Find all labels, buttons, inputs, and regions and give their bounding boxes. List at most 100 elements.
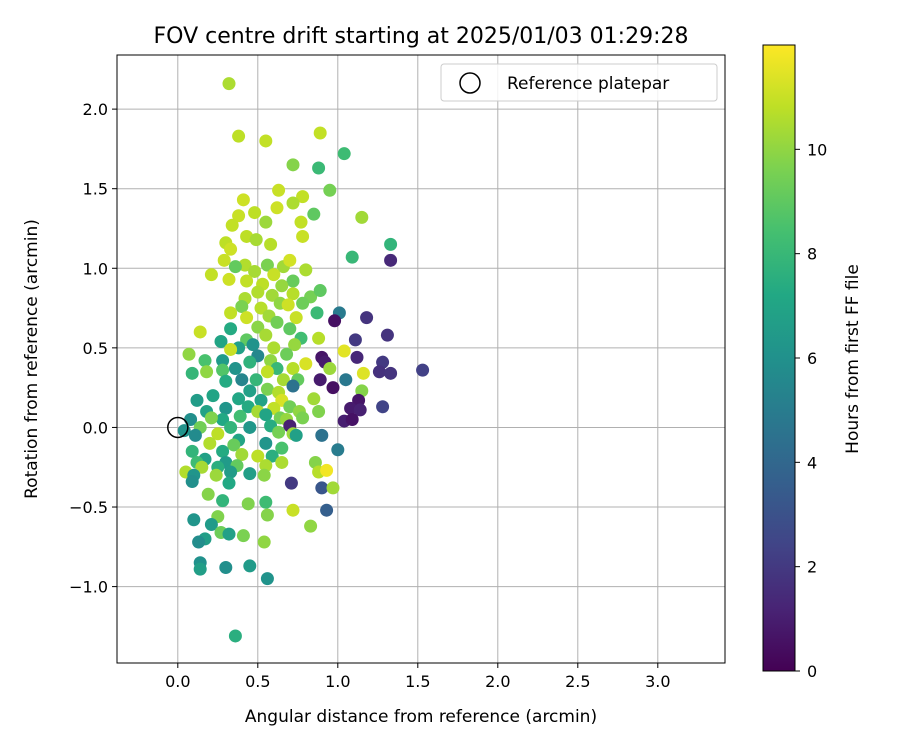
- data-point: [235, 299, 249, 313]
- data-point: [236, 193, 250, 207]
- data-point: [228, 629, 242, 643]
- data-point: [353, 403, 367, 417]
- data-point: [240, 311, 254, 325]
- data-point: [222, 527, 236, 541]
- data-point: [283, 322, 297, 336]
- data-point: [272, 183, 286, 197]
- data-point: [222, 476, 236, 490]
- data-point: [201, 487, 215, 501]
- data-point: [224, 420, 238, 434]
- data-point: [267, 341, 281, 355]
- data-point: [296, 229, 310, 243]
- data-point: [260, 382, 274, 396]
- data-point: [286, 287, 300, 301]
- data-point: [185, 475, 199, 489]
- data-point: [304, 519, 318, 533]
- data-point: [315, 481, 329, 495]
- data-point: [337, 344, 351, 358]
- data-point: [270, 201, 284, 215]
- legend-label: Reference platepar: [507, 74, 669, 94]
- y-tick-label: −1.0: [69, 578, 108, 597]
- y-tick-label: 1.5: [83, 180, 108, 199]
- colorbar-label: Hours from first FF file: [843, 264, 863, 454]
- colorbar-tick-label: 0: [807, 662, 817, 681]
- colorbar-tick-label: 4: [807, 453, 817, 472]
- colorbar-tick-label: 8: [807, 245, 817, 264]
- data-point: [270, 315, 284, 329]
- data-point: [328, 314, 342, 328]
- data-point: [216, 412, 230, 426]
- data-point: [384, 237, 398, 251]
- data-point: [193, 562, 207, 576]
- data-point: [286, 158, 300, 172]
- data-point: [222, 77, 236, 91]
- data-point: [216, 354, 230, 368]
- data-point: [356, 366, 370, 380]
- data-point: [315, 428, 329, 442]
- data-point: [260, 258, 274, 272]
- data-points: [177, 77, 430, 643]
- data-point: [228, 362, 242, 376]
- data-point: [219, 401, 233, 415]
- data-point: [294, 215, 308, 229]
- data-point: [248, 206, 262, 220]
- data-point: [243, 559, 257, 573]
- data-point: [240, 274, 254, 288]
- data-point: [276, 373, 290, 387]
- x-tick-label: 1.5: [405, 672, 430, 691]
- data-point: [203, 436, 217, 450]
- data-point: [249, 233, 263, 247]
- data-point: [241, 400, 255, 414]
- data-point: [241, 497, 255, 511]
- data-point: [260, 572, 274, 586]
- data-point: [251, 320, 265, 334]
- data-point: [192, 535, 206, 549]
- data-point: [313, 373, 327, 387]
- data-point: [243, 384, 257, 398]
- data-point: [224, 306, 238, 320]
- x-axis-label: Angular distance from reference (arcmin): [245, 707, 597, 727]
- data-point: [331, 443, 345, 457]
- data-point: [216, 444, 230, 458]
- data-point: [312, 405, 326, 419]
- data-point: [217, 253, 231, 267]
- data-point: [264, 237, 278, 251]
- data-point: [204, 518, 218, 532]
- data-point: [251, 449, 265, 463]
- chart-title: FOV centre drift starting at 2025/01/03 …: [154, 24, 689, 49]
- data-point: [286, 379, 300, 393]
- colorbar: 0 2 4 6 8 10 Hours from first FF file: [762, 44, 863, 681]
- data-point: [214, 334, 228, 348]
- data-point: [224, 242, 238, 256]
- data-point: [195, 460, 209, 474]
- data-point: [312, 161, 326, 175]
- x-tick-label: 3.0: [645, 672, 670, 691]
- colorbar-tick-label: 10: [807, 140, 827, 159]
- data-point: [380, 328, 394, 342]
- data-point: [284, 476, 298, 490]
- data-point: [198, 354, 212, 368]
- colorbar-tick-label: 6: [807, 349, 817, 368]
- data-point: [228, 260, 242, 274]
- x-axis-ticks: 0.0 0.5 1.0 1.5 2.0 2.5 3.0: [165, 663, 671, 691]
- data-point: [289, 428, 303, 442]
- data-point: [275, 455, 289, 469]
- data-point: [187, 513, 201, 527]
- y-axis-label: Rotation from reference (arcmin): [22, 219, 42, 499]
- data-point: [224, 342, 238, 356]
- data-point: [182, 347, 196, 361]
- data-point: [259, 495, 273, 509]
- x-tick-label: 2.0: [485, 672, 510, 691]
- y-tick-label: 1.0: [83, 259, 108, 278]
- reference-marker: [167, 416, 189, 439]
- data-point: [289, 311, 303, 325]
- data-point: [345, 412, 359, 426]
- data-point: [286, 196, 300, 210]
- data-point: [281, 298, 295, 312]
- data-point: [204, 411, 218, 425]
- data-point: [243, 420, 257, 434]
- data-point: [254, 393, 268, 407]
- data-point: [310, 306, 324, 320]
- data-point: [416, 363, 430, 377]
